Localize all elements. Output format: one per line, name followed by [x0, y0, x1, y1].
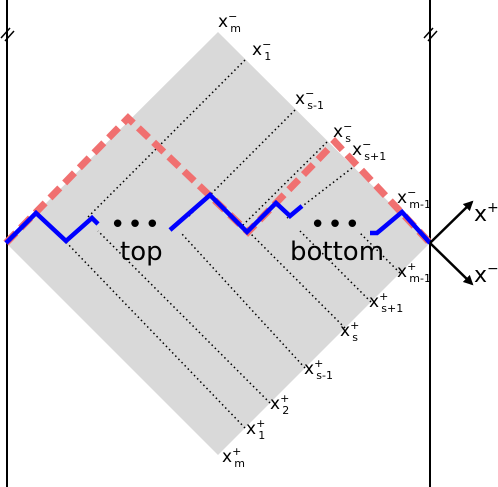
x-minus-axis-label: x− [474, 261, 498, 288]
top-label: top [120, 237, 163, 267]
label-x-s-1-minus: x− s-1 [295, 87, 324, 112]
x-plus-axis-arrow [429, 200, 474, 244]
label-x-m-1-plus: x+ m-1 [397, 260, 431, 285]
ellipsis-right: ••• [310, 210, 362, 240]
label-x-s-1-plus: x+ s-1 [304, 357, 333, 382]
dotted-lines-plus [63, 228, 401, 429]
label-x-m-plus: x+ m [222, 445, 245, 470]
ellipsis-left: ••• [110, 210, 162, 240]
label-x-m-1-minus: x− m-1 [397, 186, 431, 211]
x-plus-axis-label: x+ [474, 200, 498, 227]
label-x-1-minus: x− 1 [252, 38, 271, 63]
bottom-label: bottom [290, 237, 384, 267]
x-minus-axis-arrow [429, 242, 474, 286]
label-x-m-minus: x− m [218, 10, 241, 35]
left-break-mark [0, 27, 15, 42]
label-x-2-plus: x+ 2 [270, 392, 289, 417]
label-x-s-minus: x− s [333, 120, 352, 145]
right-break-mark [423, 27, 438, 42]
label-x-s+1-minus: x− s+1 [352, 138, 386, 163]
label-x-1-plus: x+ 1 [246, 417, 265, 442]
label-x-s+1-plus: x+ s+1 [369, 290, 403, 315]
blue-zigzag-path [4, 191, 432, 245]
label-x-s-plus: x+ s [340, 319, 359, 344]
